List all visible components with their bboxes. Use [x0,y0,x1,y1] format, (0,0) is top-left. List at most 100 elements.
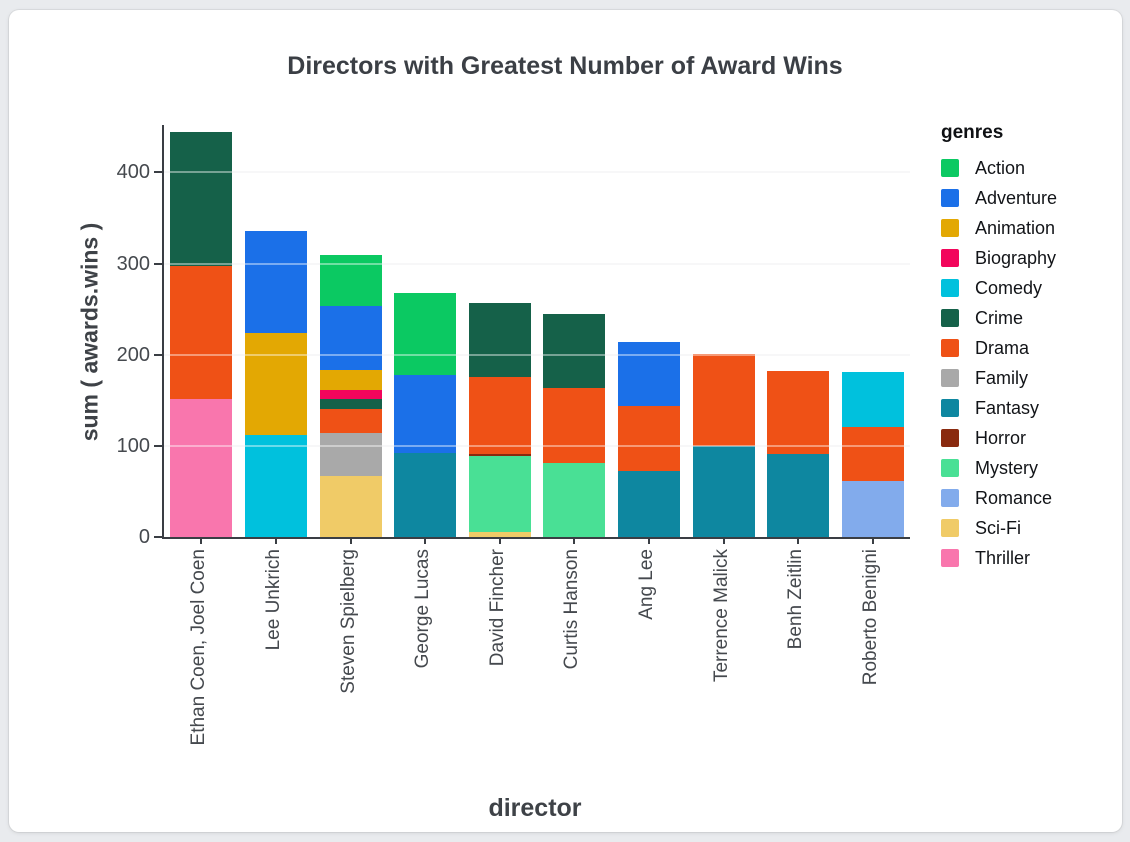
bar-segment-mystery [543,463,606,537]
legend-swatch-animation [941,219,959,237]
x-tick-mark [797,537,800,544]
legend-item: Thriller [941,543,1116,573]
gridline-overlay [164,262,910,265]
legend-label: Biography [975,247,1057,268]
x-axis-label: Roberto Benigni [859,549,881,686]
bar-segment-drama [319,409,382,434]
legend-swatch-action [941,159,959,177]
legend-item: Mystery [941,453,1116,483]
y-tick-mark [154,444,162,447]
bar-segment-romance [841,481,904,537]
bar-segment-sci-fi [468,531,531,537]
x-axis-label: George Lucas [412,549,434,669]
legend-label: Family [975,367,1028,388]
x-axis-title: director [488,794,582,822]
gridline-overlay [164,171,910,174]
y-tick-label: 300 [116,252,150,275]
bar-segment-fantasy [617,471,680,537]
gridline [164,171,910,174]
bar-segment-drama [468,376,531,455]
x-axis-labels: Ethan Coen, Joel Coen Lee Unkrich Steven S… [162,549,908,811]
legend-swatch-sci-fi [941,519,959,537]
legend-item: Sci-Fi [941,513,1116,543]
legend-swatch-family [941,369,959,387]
bar-segment-biography [319,390,382,400]
stacked-bar [170,132,233,537]
bar-segment-action [394,292,457,375]
x-tick-mark [498,537,501,544]
stacked-bar [244,230,307,537]
legend-swatch-adventure [941,189,959,207]
legend-swatch-fantasy [941,399,959,417]
legend-swatch-horror [941,429,959,447]
bar-segment-comedy [841,372,904,427]
y-tick-label: 0 [138,526,150,548]
stacked-bar [841,372,904,537]
legend-label: Comedy [975,277,1043,298]
legend-item: Adventure [941,183,1116,213]
stacked-bar [543,313,606,537]
legend-swatch-romance [941,489,959,507]
stacked-bar [767,371,830,537]
stacked-bar [617,341,680,537]
legend-label: Horror [975,427,1027,448]
legend-label: Thriller [975,547,1031,568]
legend-item: Biography [941,243,1116,273]
y-tick-mark [154,536,162,538]
bar-segment-fantasy [692,445,755,537]
legend-swatch-crime [941,309,959,327]
bar-segment-crime [468,302,531,377]
legend-swatch-drama [941,339,959,357]
x-tick-mark [274,537,277,544]
x-axis-label: Benh Zeitlin [785,549,807,650]
stacked-bar [468,302,531,537]
bar-segment-drama [767,371,830,455]
legend-item: Action [941,153,1116,183]
legend-title: genres [941,122,1004,143]
bar-segment-crime [319,399,382,410]
legend-label: Mystery [975,457,1038,478]
legend-item: Fantasy [941,393,1116,423]
x-axis-label: Curtis Hanson [561,549,583,670]
bar-segment-sci-fi [319,475,382,537]
bar-segment-horror [468,454,531,456]
legend-swatch-thriller [941,549,959,567]
bar-segment-adventure [319,306,382,371]
x-tick-mark [722,537,725,544]
x-axis-label: Ethan Coen, Joel Coen [188,549,210,746]
legend-label: Animation [975,217,1056,238]
legend-swatch-comedy [941,279,959,297]
legend-label: Fantasy [975,397,1040,418]
x-axis-label: David Fincher [486,549,508,667]
x-axis-label: Ang Lee [635,549,657,620]
bar-segment-drama [170,266,233,400]
x-tick-mark [647,537,650,544]
bar-segment-crime [543,313,606,389]
legend-item: Romance [941,483,1116,513]
bar-segment-adventure [394,374,457,454]
legend-swatch-biography [941,249,959,267]
x-tick-mark [424,537,427,544]
bar-segment-action [319,255,382,307]
bar-segment-drama [692,353,755,446]
bar-segment-adventure [617,341,680,406]
gridline [164,444,910,447]
gridline-overlay [164,353,910,356]
gridline-overlay [164,444,910,447]
legend-items: Action Adventure Animation Biography Comedy C… [941,153,1116,573]
legend-item: Drama [941,333,1116,363]
legend-item: Comedy [941,273,1116,303]
y-tick-mark [154,171,162,174]
bar-segment-crime [170,132,233,267]
legend-label: Romance [975,487,1053,508]
legend-item: Family [941,363,1116,393]
y-tick-mark [154,262,162,265]
bar-segment-animation [244,332,307,435]
bar-segment-thriller [170,399,233,537]
stacked-bar [692,353,755,537]
legend-label: Sci-Fi [975,517,1021,538]
stacked-bar [319,255,382,537]
y-tick-label: 200 [116,343,150,366]
x-tick-mark [573,537,576,544]
